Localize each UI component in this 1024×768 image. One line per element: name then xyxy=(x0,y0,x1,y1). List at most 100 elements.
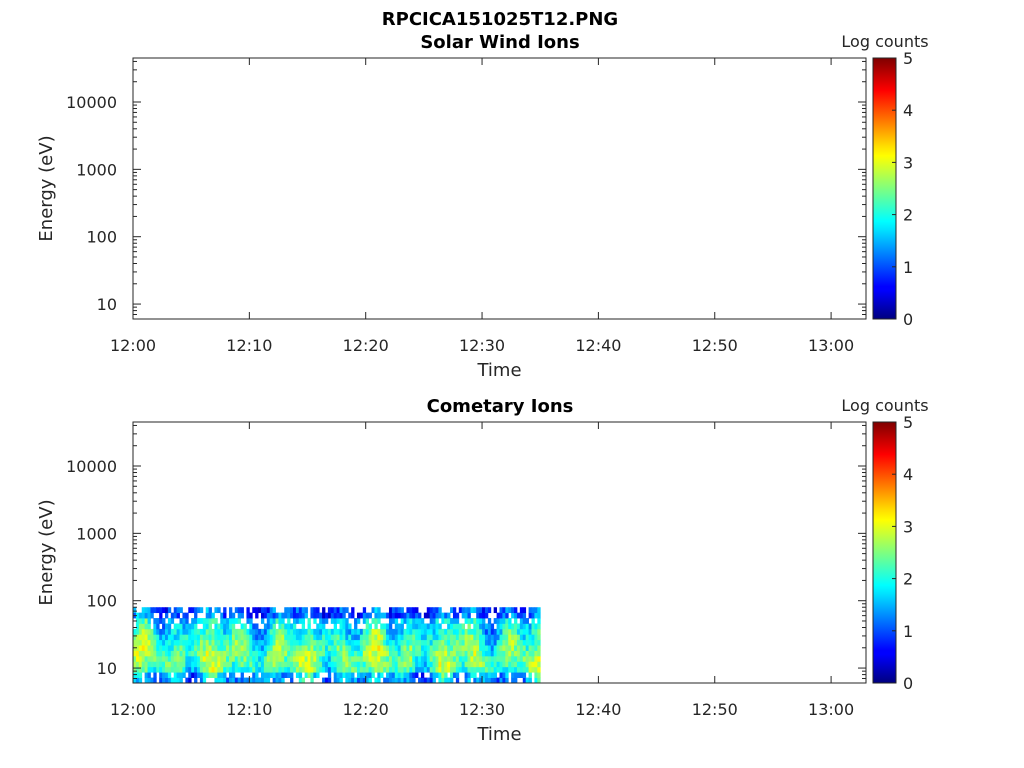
heatmap-cell xyxy=(511,612,515,619)
heatmap-cell xyxy=(231,612,236,619)
heatmap-cell xyxy=(208,645,212,651)
heatmap-cell xyxy=(412,666,416,673)
heatmap-cell xyxy=(514,655,518,662)
heatmap-cell xyxy=(159,650,163,657)
heatmap-cell xyxy=(252,628,256,635)
heatmap-cell xyxy=(231,634,236,641)
heatmap-cell xyxy=(516,639,521,646)
heatmap-cell xyxy=(452,639,457,646)
heatmap-cell xyxy=(391,677,396,684)
heatmap-cell xyxy=(234,650,239,657)
x-tick-label: 12:30 xyxy=(459,700,505,719)
heatmap-cell xyxy=(528,661,532,668)
heatmap-cell xyxy=(252,645,256,651)
heatmap-cell xyxy=(479,645,483,651)
heatmap-cell xyxy=(272,677,276,684)
heatmap-cell xyxy=(528,666,532,673)
heatmap-cell xyxy=(476,607,480,614)
heatmap-cell xyxy=(464,634,468,641)
heatmap-cell xyxy=(429,645,433,651)
heatmap-cell xyxy=(458,655,463,662)
x-tick-label: 12:50 xyxy=(692,700,738,719)
heatmap-cell xyxy=(345,618,349,624)
heatmap-cell xyxy=(394,661,399,668)
heatmap-cell xyxy=(159,666,163,673)
heatmap-cell xyxy=(496,655,500,662)
heatmap-cell xyxy=(351,655,355,662)
heatmap-cell xyxy=(327,628,332,635)
heatmap-cell xyxy=(327,655,332,662)
heatmap-cell xyxy=(290,666,294,673)
heatmap-cell xyxy=(342,607,346,614)
heatmap-cell xyxy=(231,661,236,668)
heatmap-cell xyxy=(452,634,457,641)
heatmap-cell xyxy=(295,612,300,619)
heatmap-cell xyxy=(438,623,442,630)
heatmap-cell xyxy=(147,661,151,668)
heatmap-cell xyxy=(479,634,483,641)
heatmap-cell xyxy=(455,634,460,641)
heatmap-cell xyxy=(150,666,154,673)
heatmap-cell xyxy=(144,650,148,657)
heatmap-cell xyxy=(429,612,433,619)
heatmap-cell xyxy=(252,650,256,657)
heatmap-cell xyxy=(249,645,253,651)
heatmap-cell xyxy=(374,639,378,646)
heatmap-cell xyxy=(316,661,320,668)
heatmap-cell xyxy=(156,655,160,662)
heatmap-cell xyxy=(534,677,538,684)
heatmap-cell xyxy=(368,634,372,641)
heatmap-cell xyxy=(275,634,279,641)
heatmap-cell xyxy=(176,672,180,678)
heatmap-cell xyxy=(420,661,425,668)
heatmap-cell xyxy=(505,623,509,630)
heatmap-cell xyxy=(467,661,471,668)
heatmap-cell xyxy=(138,612,143,619)
heatmap-cell xyxy=(202,639,207,646)
heatmap-cell xyxy=(243,666,247,673)
heatmap-cell xyxy=(377,677,381,684)
heatmap-cell xyxy=(307,650,311,657)
heatmap-cell xyxy=(394,645,399,651)
heatmap-cell xyxy=(310,655,314,662)
heatmap-cell xyxy=(432,618,436,624)
heatmap-cell xyxy=(138,650,143,657)
heatmap-cell xyxy=(162,650,166,657)
heatmap-cell xyxy=(528,650,532,657)
heatmap-cell xyxy=(243,639,247,646)
heatmap-cell xyxy=(484,650,489,657)
heatmap-cell xyxy=(482,672,486,678)
heatmap-cell xyxy=(322,666,326,673)
heatmap-cell xyxy=(435,661,439,668)
heatmap-cell xyxy=(165,666,169,673)
heatmap-cell xyxy=(479,628,483,635)
heatmap-cell xyxy=(243,677,247,684)
heatmap-cell xyxy=(423,623,428,630)
heatmap-cell xyxy=(397,666,401,673)
heatmap-cell xyxy=(450,677,454,684)
heatmap-cell xyxy=(307,672,311,678)
heatmap-cell xyxy=(502,650,506,657)
heatmap-cell xyxy=(272,655,276,662)
heatmap-cell xyxy=(409,618,413,624)
heatmap-cell xyxy=(516,612,521,619)
heatmap-cell xyxy=(310,677,314,684)
heatmap-cell xyxy=(496,650,500,657)
heatmap-cell xyxy=(162,655,166,662)
heatmap-cell xyxy=(246,639,250,646)
heatmap-cell xyxy=(391,661,396,668)
heatmap-cell xyxy=(406,666,410,673)
heatmap-cell xyxy=(377,639,381,646)
heatmap-cell xyxy=(223,655,227,662)
heatmap-cell xyxy=(275,672,279,678)
heatmap-cell xyxy=(322,618,326,624)
heatmap-cell xyxy=(249,618,253,624)
heatmap-cell xyxy=(301,634,306,641)
heatmap-cell xyxy=(473,618,477,624)
heatmap-cell xyxy=(362,677,367,684)
heatmap-cell xyxy=(223,672,227,678)
heatmap-cell xyxy=(388,612,393,619)
heatmap-cell xyxy=(412,607,416,614)
heatmap-cell xyxy=(150,607,154,614)
heatmap-cell xyxy=(348,677,352,684)
